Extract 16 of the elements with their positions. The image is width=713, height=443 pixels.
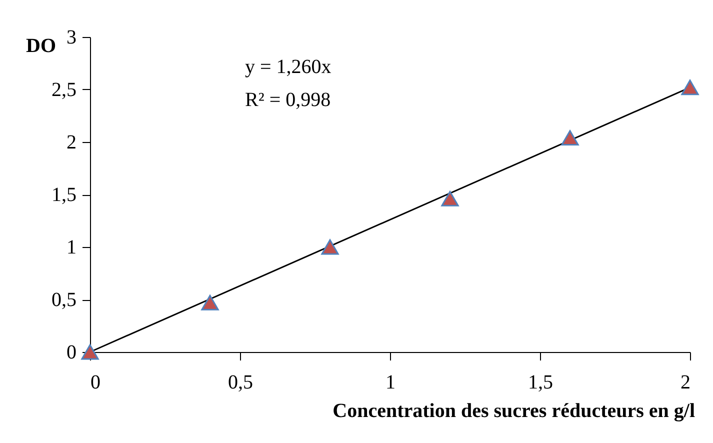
annotation: R² = 0,998	[245, 89, 331, 111]
y-axis-title: DO	[26, 35, 56, 57]
x-tick-label: 2	[680, 372, 690, 394]
y-tick-label: 1,5	[52, 184, 76, 206]
x-tick-label: 1,5	[528, 372, 553, 394]
y-tick-label: 0	[66, 342, 76, 364]
y-tick-label: 0,5	[52, 289, 76, 311]
x-tick-label: 1	[386, 372, 396, 394]
x-tick-label: 0,5	[228, 372, 253, 394]
annotation: y = 1,260x	[245, 56, 332, 78]
y-tick-label: 3	[66, 26, 76, 48]
y-tick-label: 2,5	[52, 79, 76, 101]
y-tick-label: 2	[66, 132, 76, 154]
y-tick-label: 1	[66, 236, 76, 258]
x-axis-title: Concentration des sucres réducteurs en g/l	[332, 400, 696, 422]
x-tick-label: 0	[90, 372, 100, 394]
